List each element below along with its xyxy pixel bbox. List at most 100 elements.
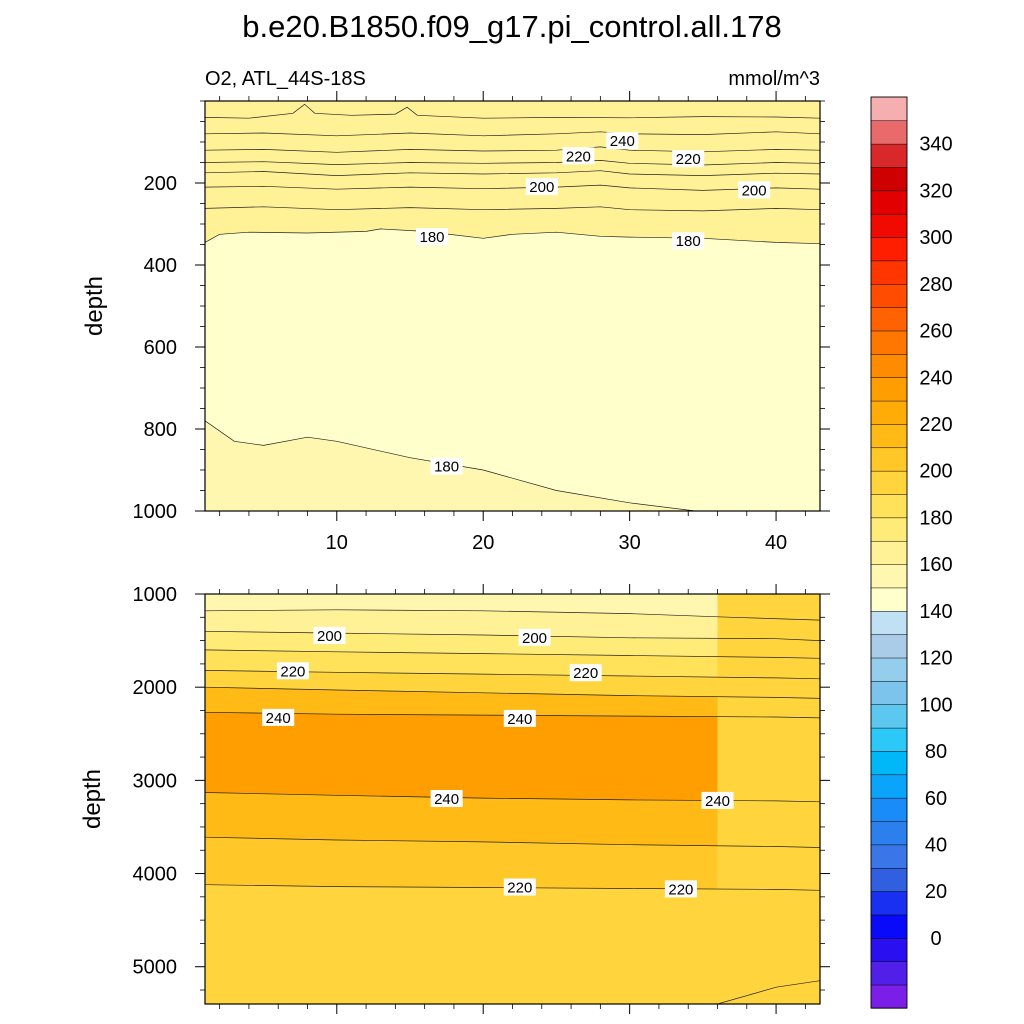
colorbar-label: 60 [925, 788, 947, 810]
colorbar-swatch [870, 890, 908, 916]
contour-label: 240 [266, 710, 291, 727]
contour-line [717, 980, 820, 1004]
colorbar-swatch [870, 563, 908, 589]
colorbar-swatch [870, 844, 908, 869]
contour-label: 180 [419, 229, 444, 246]
contour-line [205, 686, 820, 699]
upper-contour-labels: 240 220 220 200 200 180 180 180 [416, 132, 771, 476]
colorbar-swatch [870, 283, 908, 308]
contour-label: 240 [434, 791, 459, 808]
contour-label: 200 [317, 628, 342, 645]
contour-line [205, 792, 820, 803]
contour-band-fill [205, 101, 820, 244]
colorbar-swatch [870, 143, 908, 168]
contour-line [205, 884, 820, 891]
y-tick-label: 600 [144, 337, 177, 359]
contour-label-bg [518, 628, 551, 646]
contour-label-bg [430, 457, 463, 475]
contour-line [205, 836, 820, 848]
contour-label: 180 [676, 233, 701, 250]
colorbar: 3403203002802602402202001801601401201008… [870, 96, 953, 1009]
colorbar-swatch [870, 820, 908, 846]
contour-label: 240 [705, 793, 730, 810]
y-tick-label: 1000 [133, 501, 178, 523]
contour-label-bg [430, 790, 463, 807]
colorbar-swatch [870, 587, 908, 612]
lower-contour-labels: 200 200 220 220 240 240 240 240 220 220 [262, 626, 734, 898]
colorbar-swatch [870, 306, 908, 332]
subtitle-variable-region: O2, ATL_44S-18S [205, 68, 366, 90]
y-tick-label: 200 [144, 173, 177, 195]
lower-ylabel: depth [79, 769, 106, 829]
colorbar-swatch [870, 914, 908, 939]
colorbar-swatch [870, 704, 908, 729]
lower-fill-layer [205, 594, 820, 1004]
colorbar-label: 0 [930, 928, 941, 950]
colorbar-label: 40 [925, 835, 947, 857]
contour-label-bg [276, 662, 309, 680]
contour-line [205, 170, 820, 176]
upper-panel: 240 220 220 200 200 180 180 180 10 20 30 40 200 400 6… [81, 91, 830, 554]
colorbar-label: 140 [919, 601, 952, 623]
contour-label-bg [503, 878, 536, 896]
colorbar-swatch [870, 423, 908, 449]
colorbar-swatch [870, 984, 908, 1009]
colorbar-swatch [870, 377, 908, 402]
colorbar-swatch [870, 867, 908, 892]
colorbar-swatch [870, 400, 908, 425]
contour-label: 200 [522, 630, 547, 647]
contour-label: 240 [610, 133, 635, 150]
colorbar-swatch [870, 657, 908, 682]
colorbar-swatch [870, 260, 908, 285]
contour-label: 240 [507, 711, 532, 728]
y-tick-label: 400 [144, 255, 177, 277]
colorbar-swatch [870, 493, 908, 519]
colorbar-swatch [870, 190, 908, 215]
colorbar-label: 220 [919, 414, 952, 436]
contour-label-bg [664, 880, 697, 898]
contour-line [205, 131, 820, 137]
colorbar-label: 180 [919, 508, 952, 530]
contour-line [205, 649, 820, 659]
colorbar-label: 280 [919, 274, 952, 296]
colorbar-swatch [870, 236, 908, 262]
colorbar-swatch [870, 447, 908, 472]
colorbar-swatch [870, 937, 908, 962]
colorbar-label: 20 [925, 881, 947, 903]
contour-line [205, 609, 820, 621]
contour-line [205, 146, 820, 153]
y-tick-label: 2000 [133, 677, 178, 699]
upper-fill-layer [205, 101, 820, 511]
contour-label-bg [606, 132, 639, 150]
contour-line [205, 420, 696, 511]
x-tick-label: 20 [472, 532, 494, 554]
upper-axes: 10 20 30 40 200 400 600 800 1000 [133, 91, 830, 554]
colorbar-label: 100 [919, 694, 952, 716]
contour-label-bg [672, 232, 705, 250]
contour-label: 220 [566, 148, 591, 165]
lower-axes: 1000 2000 3000 4000 5000 [133, 584, 830, 1014]
contour-label-bg [313, 626, 346, 644]
x-tick-label: 10 [326, 532, 348, 554]
contour-label: 200 [742, 182, 767, 199]
contour-label-bg [416, 228, 448, 246]
contour-line [205, 670, 820, 680]
colorbar-swatch [870, 680, 908, 705]
colorbar-swatch [870, 797, 908, 822]
colorbar-swatch [870, 540, 908, 565]
contour-line [205, 206, 820, 212]
colorbar-label: 120 [919, 648, 952, 670]
colorbar-swatch [870, 470, 908, 495]
y-tick-label: 4000 [133, 864, 178, 886]
colorbar-label: 320 [919, 180, 952, 202]
contour-band-fill [717, 594, 820, 1004]
colorbar-swatch [870, 961, 908, 986]
contour-label: 220 [507, 880, 532, 897]
contour-label: 220 [668, 881, 693, 898]
colorbar-label: 260 [919, 321, 952, 343]
colorbar-swatch [870, 120, 908, 145]
colorbar-swatch [870, 353, 908, 378]
contour-label: 220 [676, 151, 701, 168]
contour-label: 200 [529, 179, 554, 196]
